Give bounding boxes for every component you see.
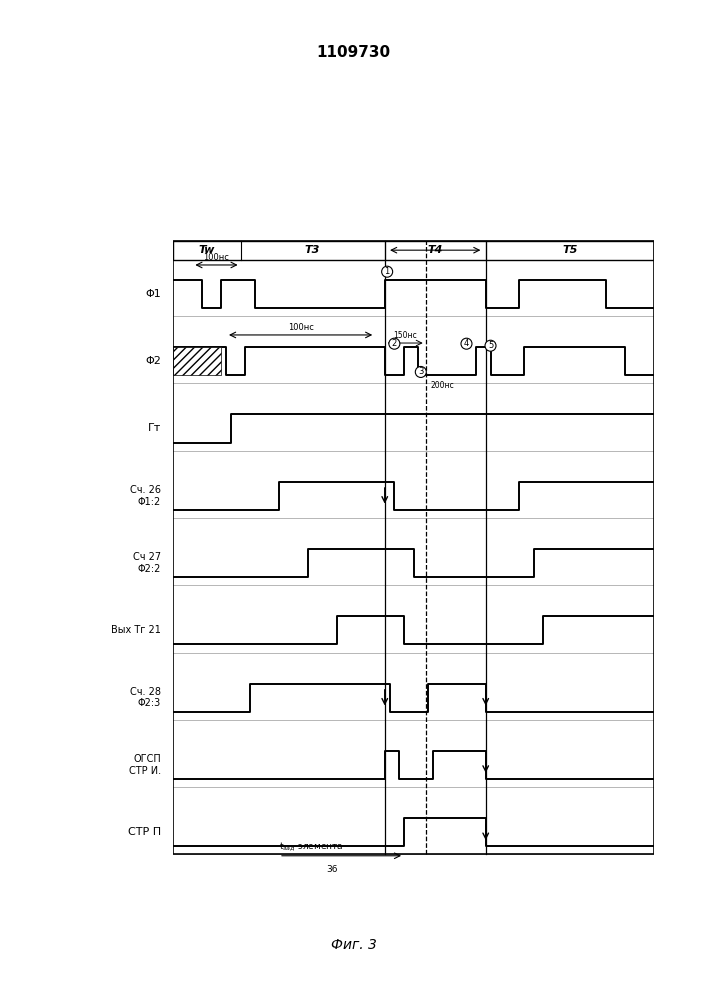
Text: 2: 2 (392, 339, 397, 348)
Text: 200нс: 200нс (431, 381, 454, 390)
Polygon shape (173, 347, 221, 375)
Text: 100нс: 100нс (288, 323, 313, 332)
Bar (173, 241, 654, 260)
Text: Φ1: Φ1 (146, 289, 161, 299)
Text: СТР П: СТР П (128, 827, 161, 837)
Text: T3: T3 (305, 245, 320, 255)
Text: T5: T5 (562, 245, 578, 255)
Text: Фиг. 3: Фиг. 3 (331, 938, 376, 952)
Text: Сч 27
Φ2:2: Сч 27 Φ2:2 (133, 552, 161, 574)
Text: 1: 1 (385, 267, 390, 276)
Text: ОГСП
СТР И.: ОГСП СТР И. (129, 754, 161, 776)
Text: Вых Тг⁡ 21: Вых Тг⁡ 21 (111, 625, 161, 635)
Text: Сч. 26
Φ1:2: Сч. 26 Φ1:2 (130, 485, 161, 507)
Text: 150нс: 150нс (393, 331, 417, 340)
Text: Гт: Гт (148, 423, 161, 433)
Text: T4: T4 (428, 245, 443, 255)
Text: 4: 4 (464, 339, 469, 348)
Text: Φ2: Φ2 (146, 356, 161, 366)
Text: 100нс: 100нс (204, 253, 229, 262)
Text: t$_{зад}$ элемента: t$_{зад}$ элемента (279, 841, 344, 853)
Bar (173, 241, 654, 854)
Text: Tw: Tw (199, 245, 215, 255)
Text: 1109730: 1109730 (317, 45, 390, 60)
Text: 5: 5 (488, 341, 493, 350)
Text: 3: 3 (418, 367, 423, 376)
Text: Сч. 28
Φ2:3: Сч. 28 Φ2:3 (130, 687, 161, 708)
Text: 36: 36 (326, 865, 338, 874)
